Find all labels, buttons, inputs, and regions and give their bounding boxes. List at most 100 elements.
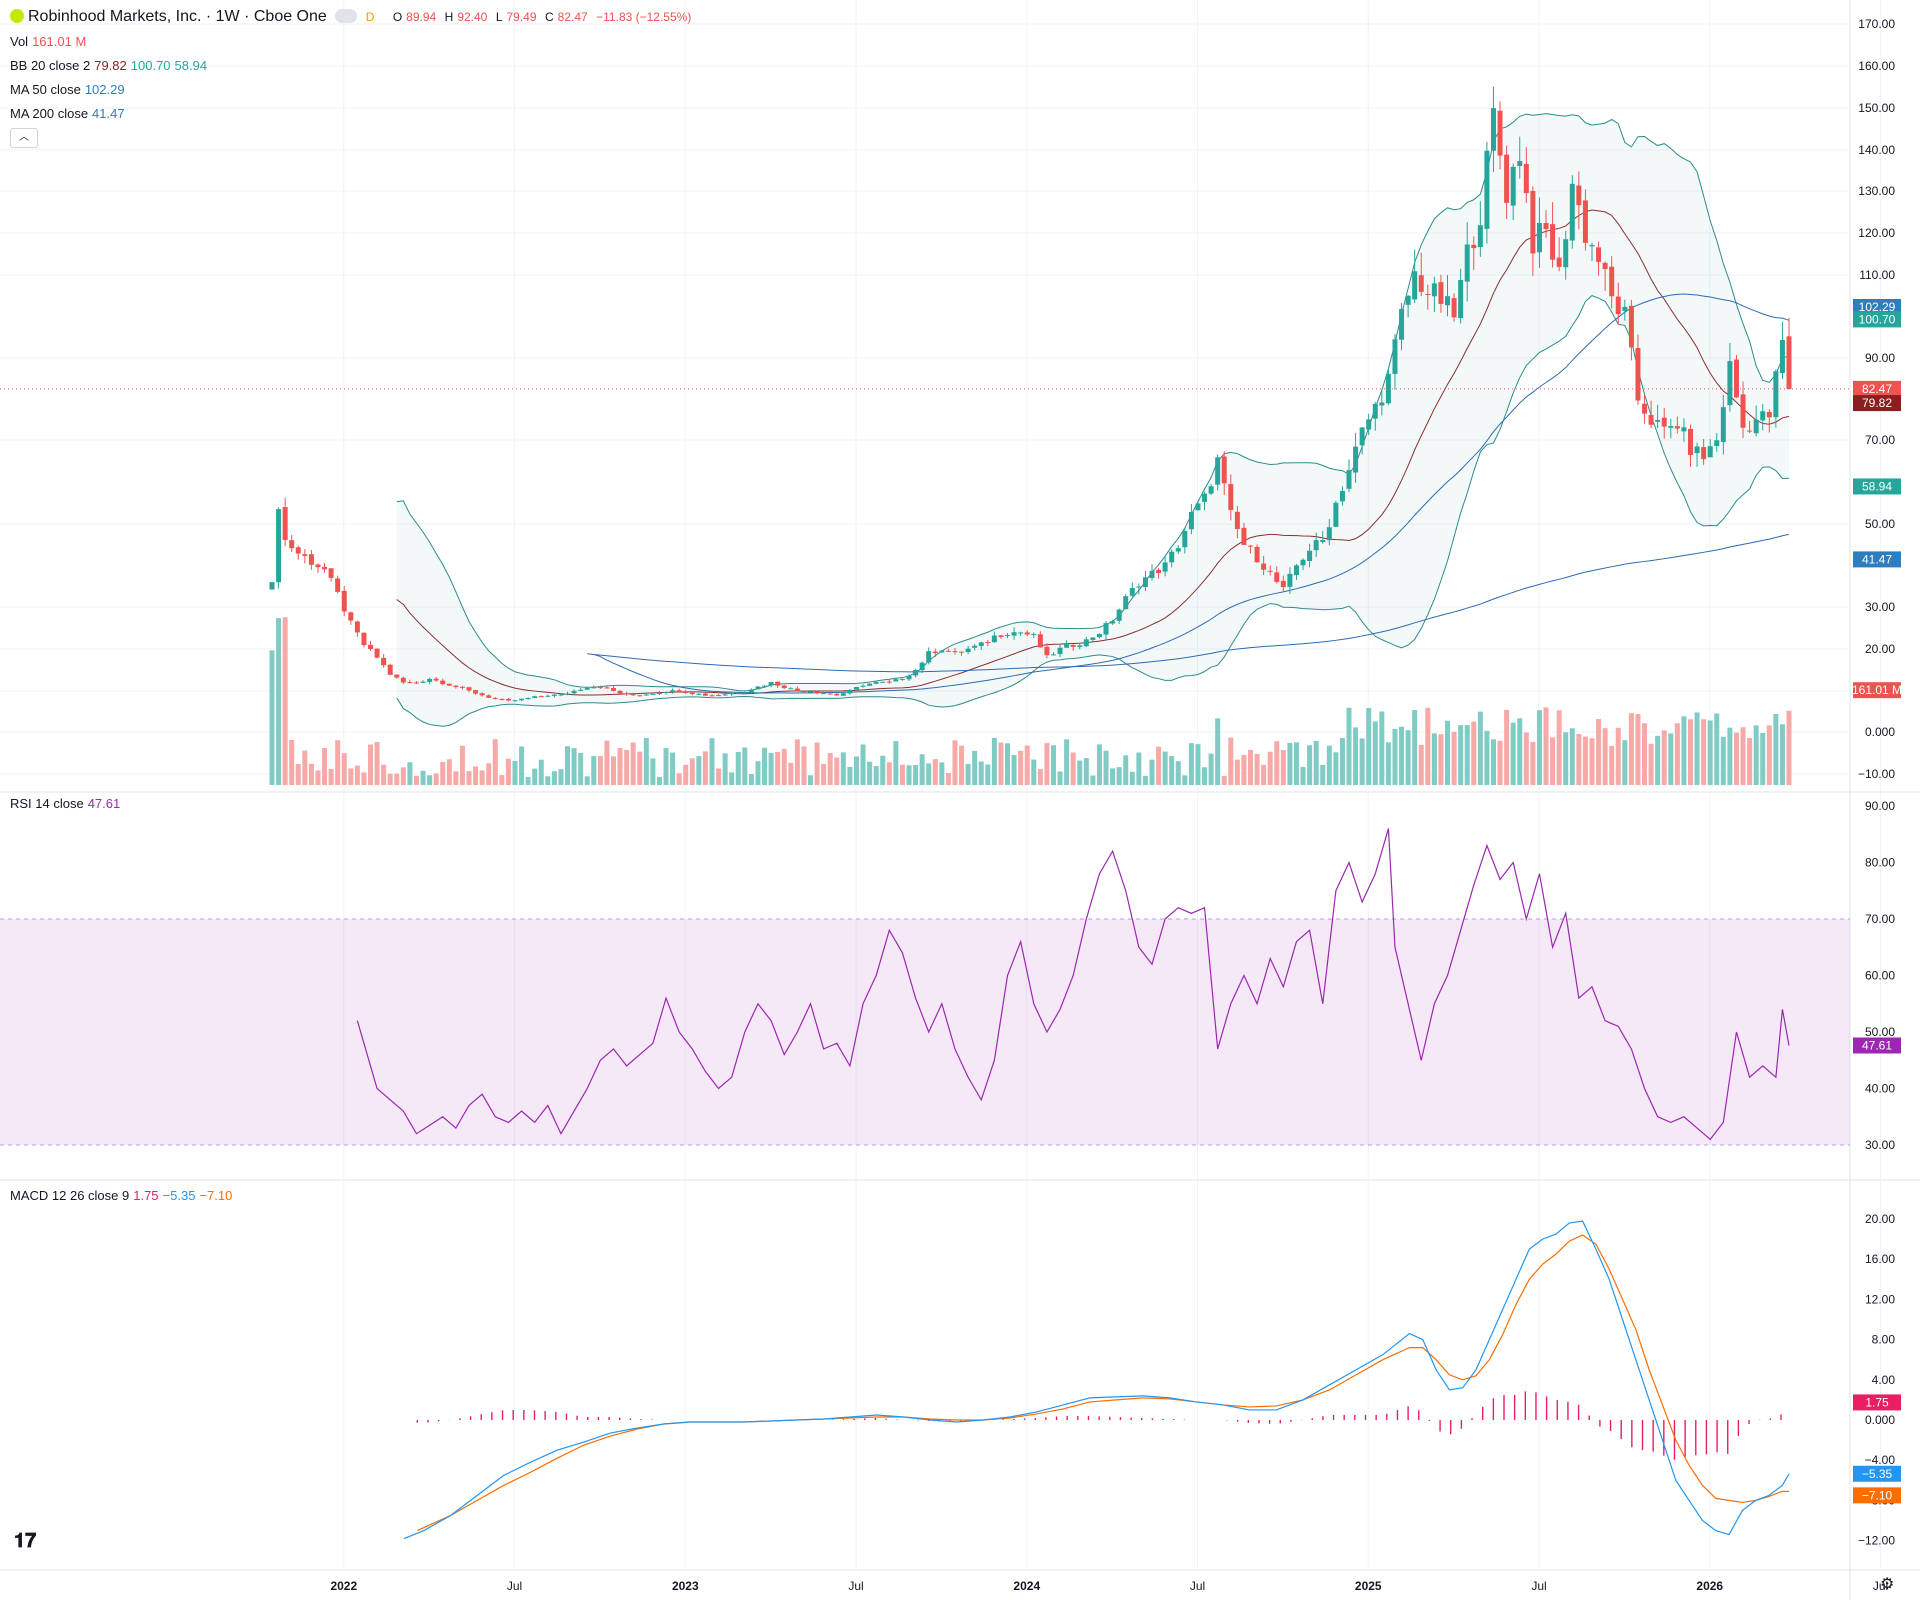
- volume-bar: [341, 753, 347, 785]
- rsi-tick-label: 40.00: [1865, 1082, 1895, 1096]
- volume-bar: [1766, 725, 1772, 785]
- candle-body: [1254, 546, 1260, 563]
- bb-legend[interactable]: BB 20 close 2 79.82 100.70 58.94: [10, 58, 211, 73]
- ma50-legend[interactable]: MA 50 close 102.29: [10, 82, 129, 97]
- interval-badge[interactable]: D: [365, 10, 375, 24]
- rsi-tick-label: 60.00: [1865, 969, 1895, 983]
- pill-toggle-icon[interactable]: [335, 9, 358, 23]
- candle-body: [1077, 645, 1083, 647]
- macd-axis-badge-text: −7.10: [1862, 1488, 1893, 1502]
- volume-bar: [1609, 745, 1615, 785]
- candle-body: [1747, 430, 1753, 432]
- candle-body: [486, 695, 492, 698]
- volume-bar: [788, 762, 794, 785]
- volume-bar: [775, 751, 781, 785]
- candle-body: [1484, 150, 1490, 229]
- candle-body: [604, 687, 610, 689]
- volume-bar: [381, 764, 387, 785]
- candle-body: [1615, 296, 1621, 315]
- volume-bar: [683, 764, 689, 785]
- high-value: 92.40: [457, 10, 488, 24]
- macd-tick-label: −4.00: [1865, 1453, 1896, 1467]
- candle-body: [591, 687, 597, 689]
- volume-bar: [578, 752, 584, 785]
- volume-bar: [440, 761, 446, 785]
- volume-bar: [643, 738, 649, 785]
- volume-bar: [847, 766, 853, 785]
- price-tick-label: 50.00: [1865, 517, 1895, 531]
- price-axis-badge-text: 102.29: [1859, 300, 1896, 314]
- volume-bar: [1202, 767, 1208, 785]
- volume-bar: [1083, 758, 1089, 785]
- macd-tick-label: 0.000: [1865, 1413, 1895, 1427]
- rsi-legend[interactable]: RSI 14 close 47.61: [10, 796, 124, 811]
- bb-lower-line: [396, 295, 1790, 727]
- candle-body: [1326, 527, 1332, 541]
- candle-body: [1779, 340, 1785, 374]
- candle-body: [906, 675, 912, 680]
- volume-legend[interactable]: Vol 161.01 M: [10, 34, 90, 49]
- candle-body: [1116, 609, 1122, 621]
- volume-bar: [387, 773, 393, 785]
- volume-bar: [1293, 742, 1299, 785]
- candle-body: [1247, 545, 1253, 547]
- candle-body: [748, 689, 754, 693]
- tradingview-logo-icon[interactable]: 𝟏𝟕: [14, 1530, 37, 1552]
- macd-legend[interactable]: MACD 12 26 close 9 1.75 −5.35 −7.10: [10, 1188, 236, 1203]
- candle-body: [1339, 490, 1345, 502]
- volume-bar: [919, 754, 925, 785]
- symbol-name[interactable]: Robinhood Markets, Inc. · 1W · Cboe One: [28, 8, 327, 25]
- price-axis-badge-text: 79.82: [1862, 396, 1892, 410]
- volume-bar: [913, 764, 919, 785]
- candle-body: [762, 685, 768, 687]
- volume-bar: [545, 776, 551, 785]
- x-tick-label: Jul: [1531, 1579, 1546, 1593]
- ma200-legend[interactable]: MA 200 close 41.47: [10, 106, 129, 121]
- volume-bar: [1760, 732, 1766, 785]
- collapse-legend-button[interactable]: ︿: [10, 128, 38, 148]
- volume-bar: [676, 773, 682, 785]
- candle-body: [505, 698, 511, 701]
- volume-bar: [558, 769, 564, 785]
- volume-bar: [1628, 713, 1634, 785]
- candle-body: [335, 578, 341, 592]
- volume-bar: [538, 759, 544, 785]
- candle-body: [1602, 262, 1608, 270]
- candle-body: [1267, 570, 1273, 572]
- volume-bar: [978, 761, 984, 785]
- candle-body: [985, 642, 991, 644]
- candle-body: [1727, 361, 1733, 406]
- volume-bar: [269, 650, 275, 785]
- candle-body: [1477, 225, 1483, 248]
- candle-body: [1405, 295, 1411, 305]
- candle-body: [1536, 222, 1542, 253]
- ma50-value: 102.29: [84, 82, 125, 97]
- candle-body: [1024, 632, 1030, 635]
- candle-body: [1687, 428, 1693, 456]
- candle-body: [1274, 572, 1280, 582]
- candle-body: [781, 685, 787, 689]
- price-axis-badge: [1853, 311, 1901, 328]
- volume-bar: [1379, 711, 1385, 785]
- candle-body: [991, 635, 997, 643]
- candle-body: [413, 682, 419, 684]
- candle-body: [551, 694, 557, 696]
- volume-bar: [295, 764, 301, 785]
- candle-body: [1661, 417, 1667, 427]
- bb-low-value: 58.94: [174, 58, 208, 73]
- volume-bar: [808, 775, 814, 785]
- price-axis-badge: [1853, 395, 1901, 412]
- price-tick-label: 30.00: [1865, 600, 1895, 614]
- volume-bar: [335, 740, 341, 785]
- candle-body: [427, 678, 433, 682]
- volume-bar: [1195, 744, 1201, 785]
- candle-body: [1031, 633, 1037, 635]
- gear-icon[interactable]: ⚙: [1880, 1576, 1895, 1593]
- volume-bar: [1103, 750, 1109, 785]
- candle-body: [1576, 185, 1582, 206]
- candle-body: [939, 650, 945, 653]
- candle-body: [269, 582, 275, 590]
- volume-bar: [972, 750, 978, 785]
- volume-bar: [1714, 713, 1720, 785]
- volume-bar: [348, 768, 354, 785]
